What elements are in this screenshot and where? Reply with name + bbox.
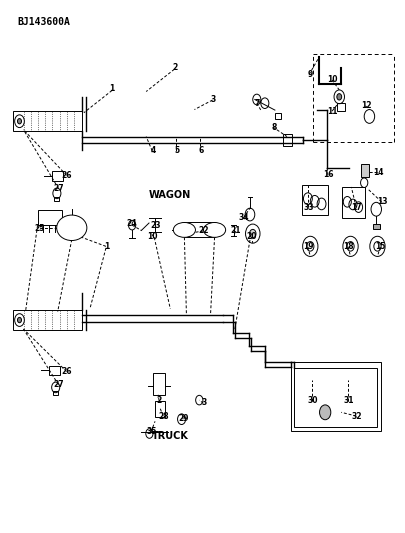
Text: 26: 26 [61, 367, 72, 376]
Text: 4: 4 [150, 147, 156, 156]
Ellipse shape [57, 215, 87, 240]
Text: 32: 32 [351, 411, 362, 421]
Text: 33: 33 [303, 203, 313, 212]
Text: 25: 25 [34, 224, 45, 233]
Text: 9: 9 [307, 69, 313, 78]
Bar [337, 103, 345, 111]
Text: 29: 29 [178, 414, 189, 423]
Bar [52, 171, 63, 181]
Bar [184, 222, 215, 237]
Bar [275, 113, 281, 119]
Text: 23: 23 [150, 221, 161, 230]
Text: TRUCK: TRUCK [152, 431, 189, 441]
Text: 7: 7 [255, 99, 260, 108]
Text: 31: 31 [343, 395, 354, 405]
Bar [343, 187, 364, 217]
Text: 10: 10 [327, 75, 338, 84]
Text: BJ143600A: BJ143600A [17, 17, 70, 27]
Text: 13: 13 [377, 197, 388, 206]
Bar [13, 111, 82, 131]
Circle shape [17, 118, 21, 124]
Bar [38, 211, 62, 225]
Text: 20: 20 [247, 232, 257, 241]
Text: 1: 1 [104, 242, 110, 251]
Text: 2: 2 [156, 395, 162, 405]
Text: 22: 22 [198, 227, 209, 236]
Text: 5: 5 [175, 147, 180, 156]
Text: 1: 1 [109, 84, 115, 93]
Text: 10: 10 [147, 232, 158, 241]
Text: 34: 34 [239, 213, 249, 222]
Ellipse shape [203, 222, 226, 237]
Text: 27: 27 [53, 380, 64, 389]
Bar [55, 197, 59, 201]
Text: 8: 8 [271, 123, 276, 132]
Text: 16: 16 [323, 170, 334, 179]
Bar [155, 401, 166, 417]
Text: 2: 2 [173, 63, 178, 72]
Text: 35: 35 [146, 427, 157, 437]
Text: 30: 30 [307, 395, 318, 405]
Bar [294, 368, 377, 427]
Bar [53, 391, 58, 395]
Text: 3: 3 [211, 95, 216, 104]
Ellipse shape [173, 222, 196, 237]
Bar [373, 224, 380, 229]
Text: 17: 17 [351, 203, 361, 212]
Text: 6: 6 [199, 147, 204, 156]
Text: 24: 24 [127, 219, 137, 228]
Circle shape [320, 405, 331, 419]
Text: 21: 21 [230, 227, 241, 236]
Bar [302, 185, 328, 215]
Text: 11: 11 [327, 107, 338, 116]
Text: 18: 18 [343, 243, 354, 252]
Circle shape [17, 317, 21, 322]
Text: WAGON: WAGON [149, 190, 192, 200]
Text: 14: 14 [373, 167, 384, 176]
Text: 28: 28 [158, 411, 169, 421]
Circle shape [337, 94, 342, 100]
Bar [153, 373, 165, 395]
Circle shape [249, 229, 256, 238]
Bar [361, 164, 369, 177]
Text: 3: 3 [201, 398, 206, 407]
Bar [283, 134, 292, 146]
Text: 27: 27 [53, 184, 64, 193]
Bar [49, 366, 60, 375]
Text: 19: 19 [303, 243, 313, 252]
Bar [291, 362, 382, 431]
Bar [13, 310, 82, 330]
Text: 26: 26 [61, 171, 72, 180]
Text: 12: 12 [361, 101, 371, 110]
Text: 15: 15 [375, 243, 386, 252]
